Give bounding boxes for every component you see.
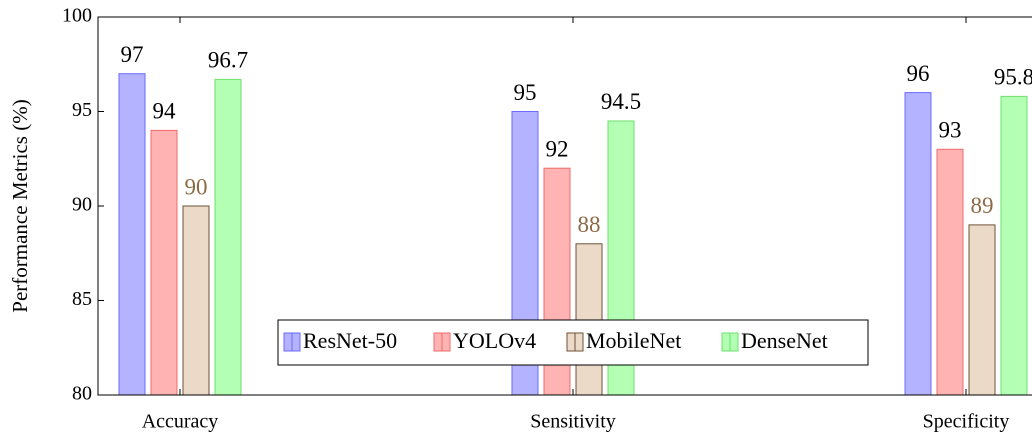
legend-label: DenseNet [741, 328, 828, 353]
bar [1000, 95, 1028, 396]
value-label: 94 [153, 99, 177, 124]
x-tick-label: Sensitivity [530, 411, 616, 433]
legend-swatch [441, 332, 451, 352]
y-tick-label: 90 [72, 194, 92, 216]
value-label: 96 [907, 61, 930, 86]
bar [214, 78, 242, 396]
value-label: 97 [121, 42, 144, 67]
x-tick-label: Specificity [923, 411, 1010, 433]
y-tick-label: 100 [62, 5, 92, 27]
legend-label: MobileNet [586, 328, 681, 353]
y-tick-label: 85 [72, 288, 92, 310]
bar [182, 205, 210, 396]
value-label: 96.7 [208, 48, 248, 73]
bar [936, 148, 964, 396]
legend-swatch [721, 332, 731, 352]
bar [150, 129, 178, 396]
value-label: 93 [939, 118, 962, 143]
legend-swatch [566, 332, 576, 352]
value-label: 95.8 [994, 65, 1032, 90]
legend-swatch [574, 332, 584, 352]
y-axis-label: Performance Metrics (%) [8, 99, 32, 312]
value-label: 88 [578, 212, 601, 237]
legend-swatch [729, 332, 739, 352]
value-label: 90 [185, 174, 208, 199]
legend-swatch [433, 332, 443, 352]
legend-swatch [283, 332, 293, 352]
value-label: 94.5 [601, 89, 641, 114]
y-tick-label: 95 [72, 99, 92, 121]
bar [575, 243, 603, 396]
y-tick-label: 80 [72, 383, 92, 405]
x-tick-label: Accuracy [142, 411, 219, 433]
value-label: 95 [514, 80, 537, 105]
bar [118, 73, 146, 396]
legend-swatch [291, 332, 301, 352]
legend-label: YOLOv4 [453, 328, 536, 353]
value-label: 92 [546, 136, 569, 161]
bar [904, 92, 932, 396]
legend-label: ResNet-50 [303, 328, 397, 353]
axis-frame [97, 16, 1032, 396]
value-label: 89 [971, 193, 994, 218]
bar [968, 224, 996, 396]
